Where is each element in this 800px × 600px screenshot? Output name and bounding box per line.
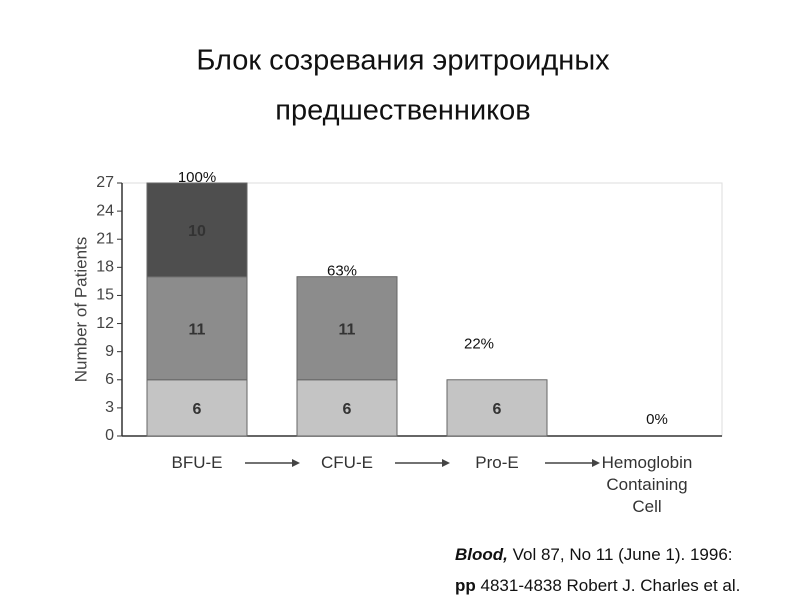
bar-segment — [446, 379, 548, 437]
y-tick-label: 27 — [96, 174, 114, 191]
source-line: pp 4831-4838 Robert J. Charles et al. — [455, 576, 740, 596]
y-tick-label: 12 — [96, 315, 114, 332]
y-tick-label: 18 — [96, 259, 114, 276]
source-text: 4831-4838 Robert J. Charles et al. — [475, 576, 741, 595]
y-axis-label: Number of Patients — [71, 237, 90, 383]
y-tick-label: 21 — [96, 230, 114, 247]
bar-segment — [296, 276, 398, 381]
bar-segment — [146, 379, 248, 437]
x-tick-label: Hemoglobin Containing Cell — [601, 453, 693, 516]
x-tick-label: Pro-E — [475, 453, 519, 472]
data-label: 10 — [188, 223, 206, 240]
data-label: 6 — [193, 401, 202, 418]
y-tick-label: 24 — [96, 202, 114, 219]
chart-title: Блок созревания эритроидных — [196, 45, 610, 77]
bar-segment — [146, 182, 248, 278]
y-tick-label: 9 — [105, 343, 114, 360]
x-tick-label: CFU-E — [321, 453, 373, 472]
percent-annotation: 100% — [178, 169, 216, 186]
chart-title: предшественников — [275, 95, 530, 127]
y-tick-label: 6 — [105, 371, 114, 388]
percent-annotation: 0% — [646, 411, 668, 428]
x-tick-label: BFU-E — [171, 453, 223, 472]
bar-segment — [296, 379, 398, 437]
flow-arrow-head — [592, 459, 600, 467]
flow-arrow-head — [292, 459, 300, 467]
y-tick-label: 3 — [105, 399, 114, 416]
source-emphasis: pp — [455, 576, 476, 595]
percent-annotation: 22% — [464, 336, 494, 353]
source-emphasis: Blood, — [455, 545, 508, 564]
y-tick-label: 15 — [96, 287, 114, 304]
data-label: 6 — [343, 401, 352, 418]
source-text: Vol 87, No 11 (June 1). 1996: — [507, 545, 733, 564]
y-tick-label: 0 — [105, 427, 114, 444]
data-label: 11 — [339, 321, 356, 338]
data-label: 11 — [189, 321, 206, 338]
bar-segment — [146, 276, 248, 381]
source-line: Blood, Vol 87, No 11 (June 1). 1996: — [455, 545, 733, 565]
data-label: 6 — [493, 401, 502, 418]
flow-arrow-head — [442, 459, 450, 467]
percent-annotation: 63% — [327, 263, 357, 280]
